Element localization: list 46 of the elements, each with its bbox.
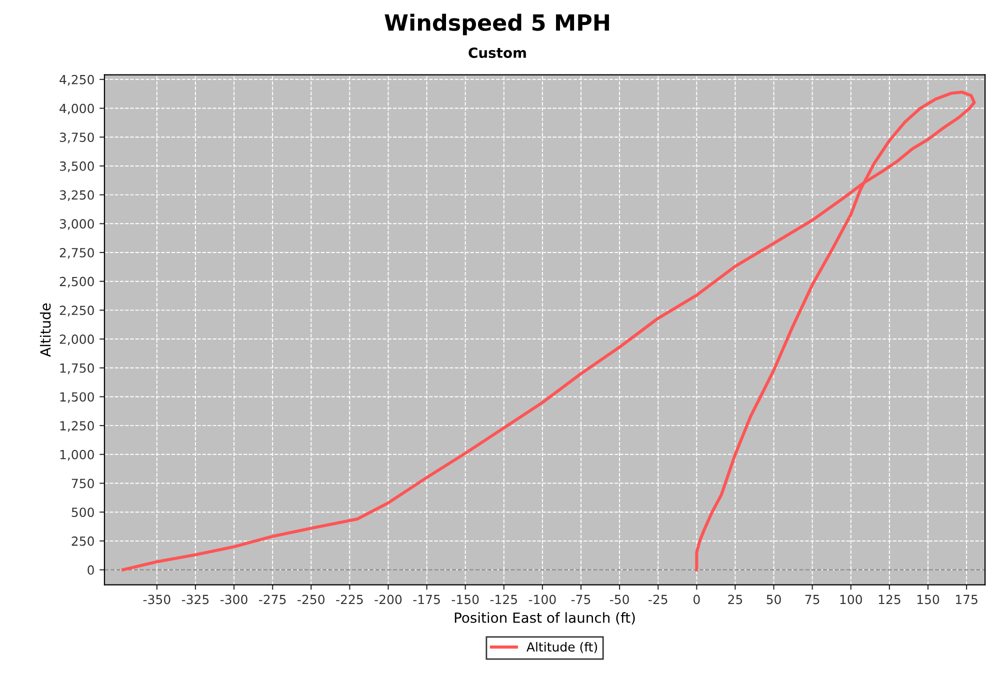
x-tick-label: -25 bbox=[648, 594, 668, 604]
x-tick-label: 175 bbox=[956, 594, 978, 604]
y-tick-label: 3,250 bbox=[60, 190, 94, 201]
x-tick-label: -275 bbox=[258, 594, 286, 604]
y-tick-label: 4,250 bbox=[60, 74, 94, 86]
y-tick-label: 1,750 bbox=[60, 363, 94, 374]
x-tick-label: -50 bbox=[610, 594, 629, 604]
x-tick-label: -225 bbox=[336, 594, 363, 604]
y-tick-label: 3,750 bbox=[60, 132, 94, 144]
x-tick-label: -75 bbox=[571, 594, 590, 604]
x-tick-label: -150 bbox=[452, 594, 479, 604]
x-tick-label: -100 bbox=[528, 594, 556, 604]
x-tick-label: -125 bbox=[490, 594, 517, 604]
y-tick-label: 2,750 bbox=[60, 248, 94, 259]
x-tick-label: -175 bbox=[413, 594, 440, 604]
x-tick-label: 150 bbox=[917, 594, 940, 604]
y-tick-label: 1,500 bbox=[60, 392, 94, 403]
legend-label: Altitude (ft) bbox=[526, 642, 598, 654]
x-tick-label: 75 bbox=[805, 594, 820, 604]
x-tick-label: 100 bbox=[840, 594, 862, 604]
y-tick-label: 3,000 bbox=[60, 219, 94, 230]
chart-subtitle: Custom bbox=[468, 47, 526, 58]
y-tick-label: 2,000 bbox=[60, 334, 94, 346]
y-tick-label: 3,500 bbox=[60, 161, 94, 172]
x-tick-label: -200 bbox=[374, 594, 402, 604]
line-series bbox=[121, 90, 976, 572]
x-tick-label: 25 bbox=[728, 594, 742, 604]
x-tick-label: -325 bbox=[182, 594, 209, 604]
x-tick-label: 125 bbox=[878, 594, 900, 604]
y-tick-label: 1,000 bbox=[60, 450, 94, 461]
x-axis-title: Position East of launch (ft) bbox=[454, 612, 635, 625]
y-tick-label: 1,250 bbox=[60, 421, 94, 432]
y-tick-label: 500 bbox=[72, 508, 94, 518]
y-tick-label: 0 bbox=[88, 565, 94, 575]
x-tick-label: -350 bbox=[143, 594, 170, 604]
y-axis-title: Altitude bbox=[40, 303, 51, 357]
y-tick-label: 250 bbox=[72, 536, 94, 546]
x-tick-label: 50 bbox=[766, 594, 781, 604]
y-tick-label: 2,250 bbox=[60, 306, 94, 316]
x-tick-label: -250 bbox=[298, 594, 324, 604]
chart-title: Windspeed 5 MPH bbox=[384, 14, 609, 36]
y-tick-label: 750 bbox=[72, 478, 94, 488]
x-tick-label: 0 bbox=[694, 594, 700, 604]
y-tick-label: 4,000 bbox=[60, 104, 94, 114]
y-tick-label: 2,500 bbox=[60, 276, 94, 288]
x-tick-label: -300 bbox=[220, 594, 248, 604]
